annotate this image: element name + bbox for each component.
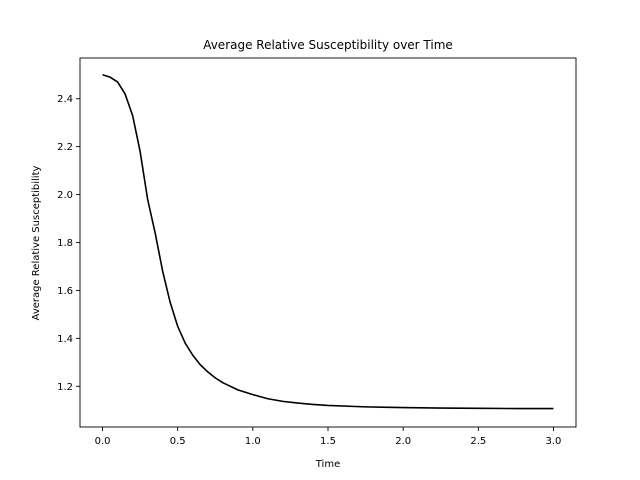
y-axis-title: Average Relative Susceptibility [31,165,42,320]
y-tick-label: 2.4 [57,94,73,105]
x-tick-label: 1.0 [245,436,261,447]
plot-area: 0.0 0.5 1.0 1.5 2.0 2.5 3.0 1.2 1.4 1.6 1.8 2.0 2.2 2… [57,57,577,447]
x-tick-label: 1.5 [320,436,336,447]
y-tick-label: 1.6 [57,286,73,297]
x-tick-label: 2.5 [470,436,486,447]
y-tick-label: 2.0 [57,190,73,201]
x-tick-label: 2.0 [395,436,411,447]
x-tick-label: 0.0 [95,436,111,447]
y-tick-label: 2.2 [57,142,73,153]
y-tick-label: 1.2 [57,382,73,393]
x-tick-label: 3.0 [546,436,562,447]
y-tick-label: 1.4 [57,334,73,345]
series-line-0 [102,74,554,410]
x-tick-label: 0.5 [170,436,186,447]
chart-title: Average Relative Susceptibility over Tim… [203,38,453,52]
x-axis-title: Time [315,459,340,470]
y-tick-label: 1.8 [57,238,73,249]
